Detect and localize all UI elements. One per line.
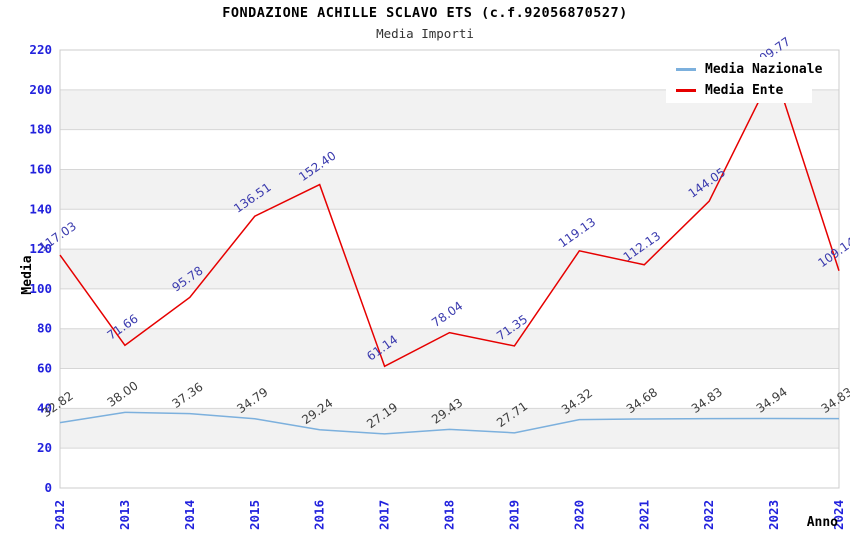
x-tick-label: 2013	[117, 500, 132, 530]
y-tick-label: 140	[29, 201, 52, 216]
y-tick-label: 160	[29, 161, 52, 176]
legend-label: Media Ente	[705, 82, 784, 98]
y-tick-label: 200	[29, 82, 52, 97]
series-line-media-ente	[59, 68, 840, 368]
legend-swatch-icon	[676, 68, 696, 72]
legend-item-media-ente: Media Ente	[676, 83, 812, 98]
plot-band	[60, 368, 839, 409]
x-tick-label: 2015	[247, 500, 262, 530]
chart-title: FONDAZIONE ACHILLE SCLAVO ETS (c.f.92056…	[222, 5, 628, 21]
y-tick-label: 120	[29, 241, 52, 256]
legend-label: Media Nazionale	[705, 62, 823, 78]
x-axis-title: Anno	[806, 515, 838, 530]
series-line-media-nazionale	[59, 411, 840, 435]
legend: Media Nazionale Media Ente	[666, 57, 822, 103]
x-tick-label: 2017	[377, 500, 392, 530]
x-tick-label: 2014	[182, 500, 197, 530]
chart-subtitle: Media Importi	[376, 26, 474, 41]
y-axis-title: Media	[20, 255, 35, 295]
plot-band	[60, 408, 839, 449]
x-tick-label: 2019	[506, 500, 521, 530]
y-tick-label: 80	[37, 321, 52, 336]
y-tick-label: 100	[29, 281, 52, 296]
y-tick-label: 40	[37, 400, 52, 415]
x-tick-label: 2023	[766, 500, 781, 530]
legend-item-media-nazionale: Media Nazionale	[676, 62, 822, 77]
y-tick-label: 60	[37, 361, 52, 376]
x-tick-label: 2022	[701, 500, 716, 530]
x-tick-label: 2024	[831, 500, 846, 530]
x-tick-label: 2021	[636, 500, 651, 530]
y-tick-label: 220	[29, 42, 52, 57]
plot-band	[60, 288, 839, 329]
y-tick-label: 0	[44, 480, 52, 495]
plot-band	[60, 169, 839, 210]
plot-band	[60, 129, 839, 170]
y-tick-label: 180	[29, 122, 52, 137]
plot-band	[60, 209, 839, 250]
plot-band	[60, 328, 839, 369]
x-tick-label: 2016	[312, 500, 327, 530]
legend-swatch-icon	[676, 88, 696, 92]
x-tick-label: 2020	[571, 500, 586, 530]
x-tick-label: 2012	[52, 500, 67, 530]
y-tick-label: 20	[37, 440, 52, 455]
x-tick-label: 2018	[442, 500, 457, 530]
plot-band	[60, 249, 839, 289]
plot-band	[60, 448, 839, 488]
